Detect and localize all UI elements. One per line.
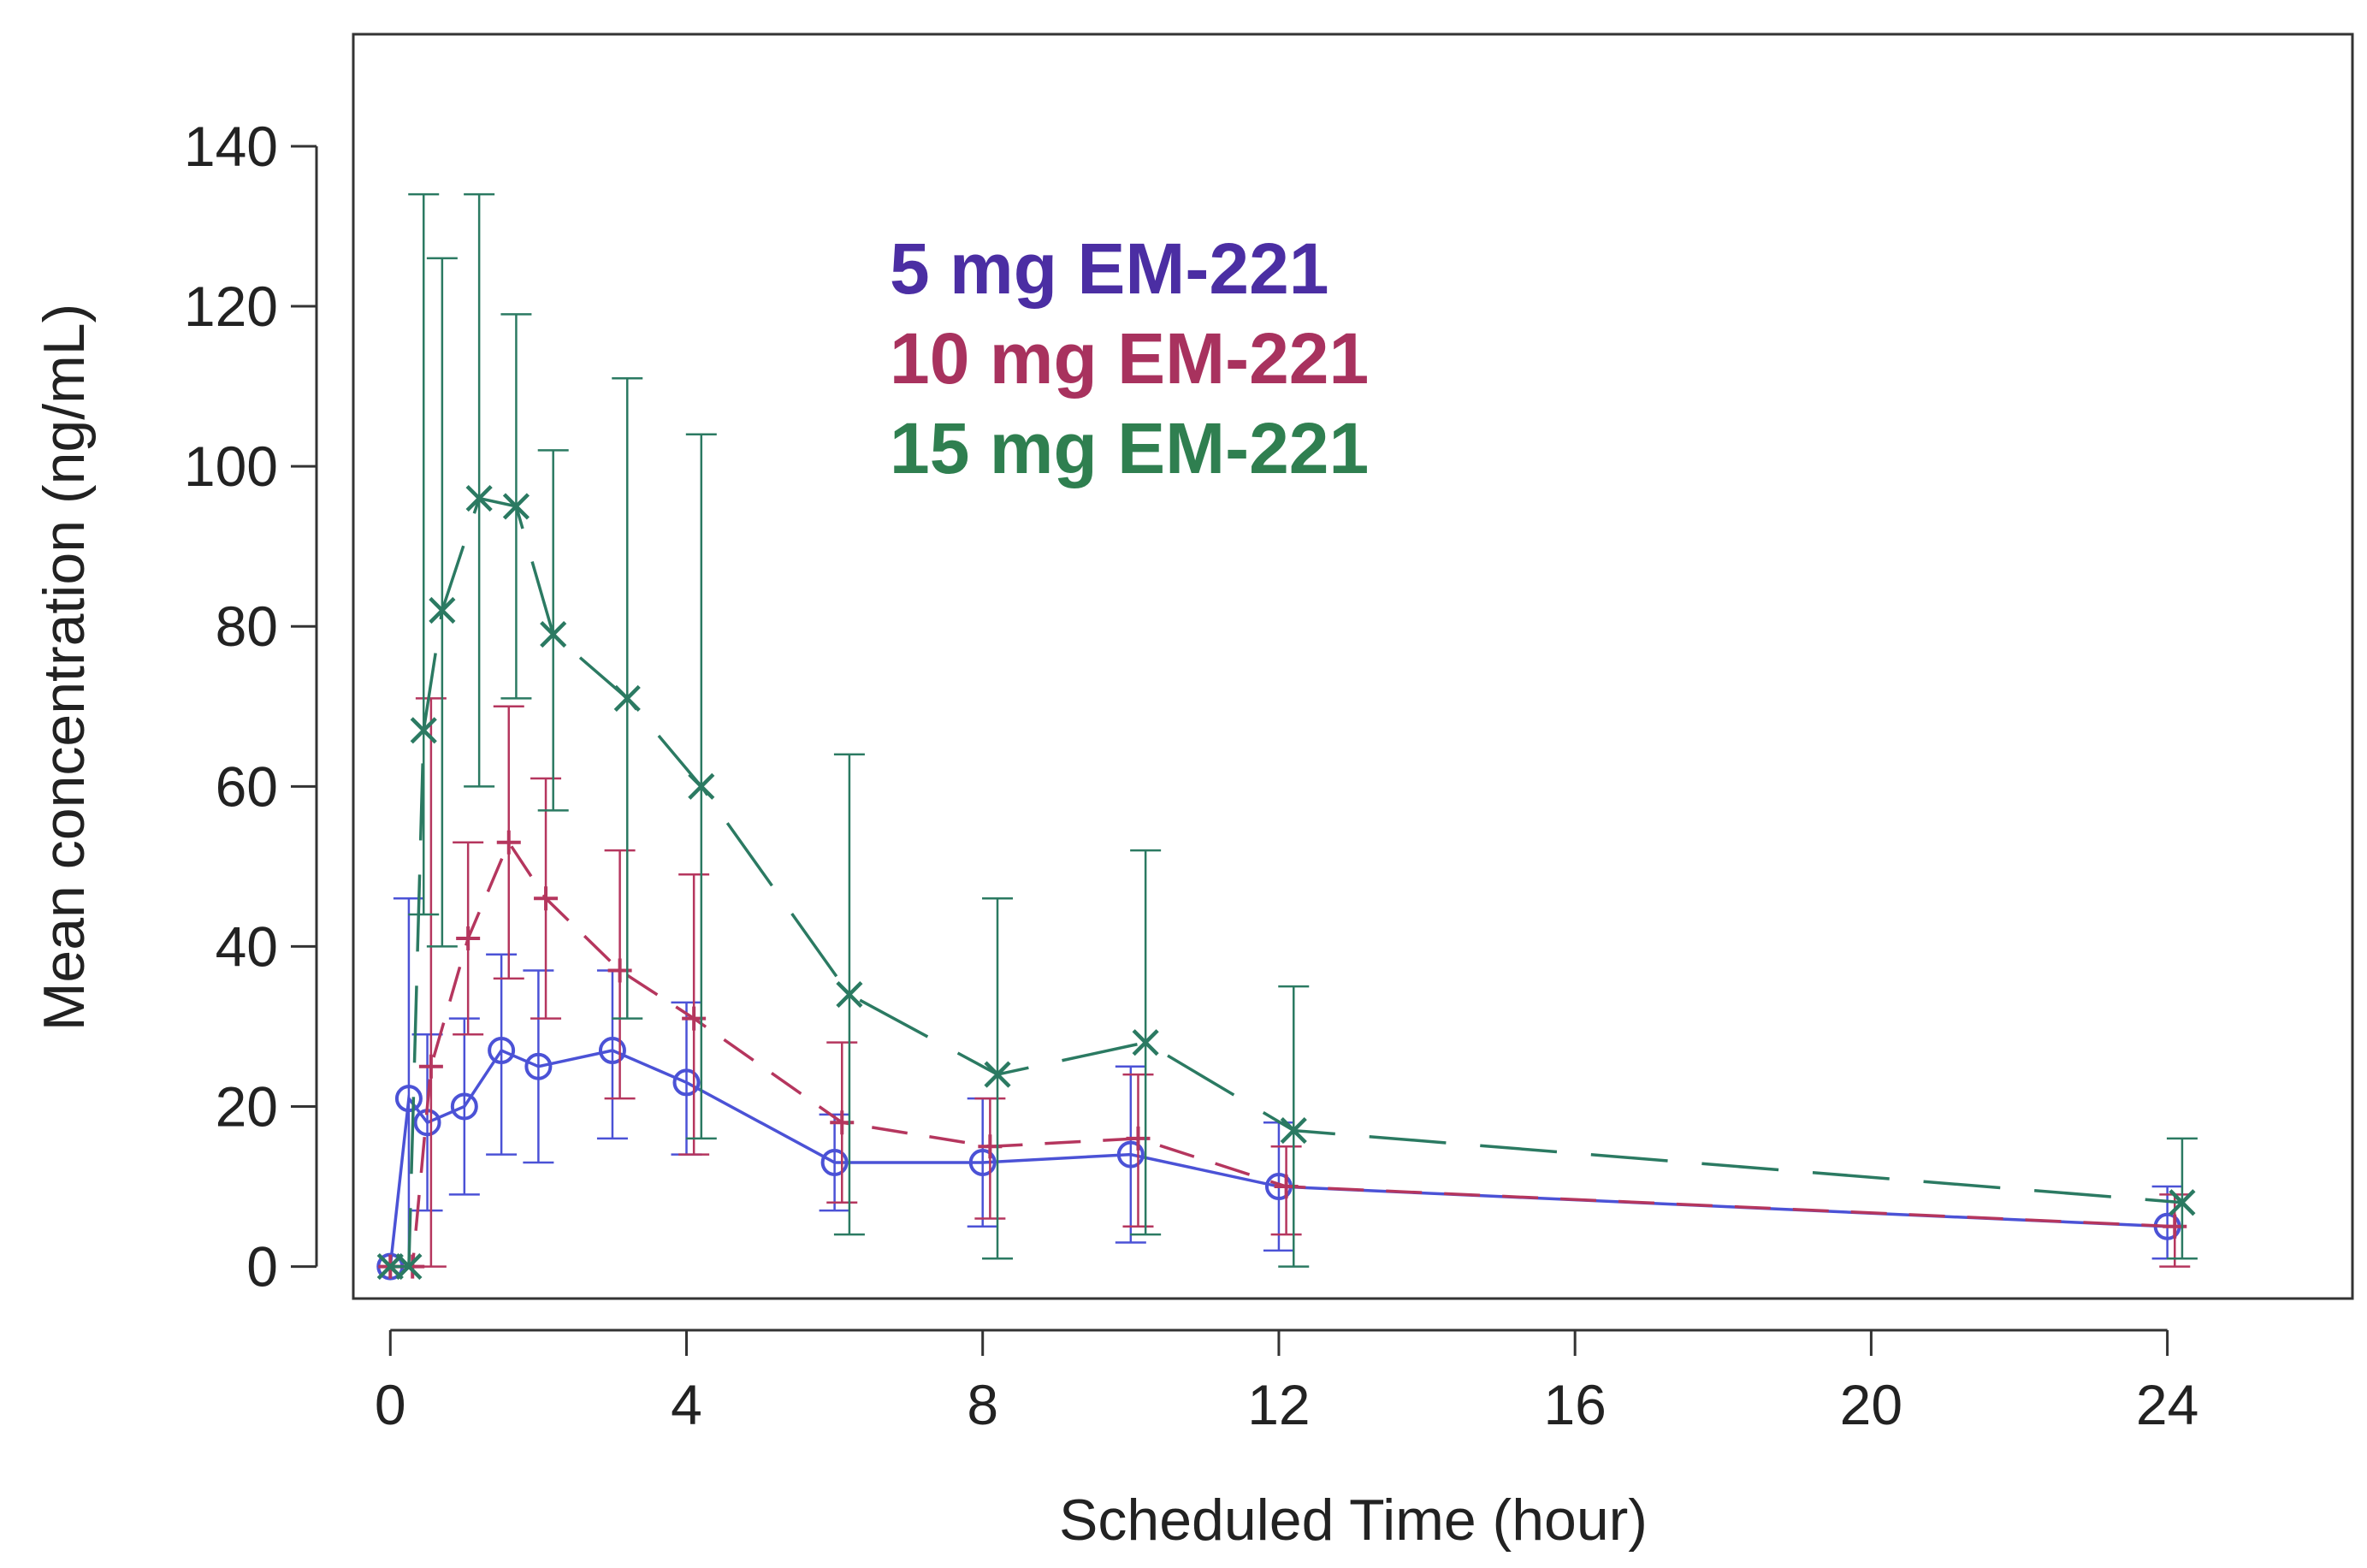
y-tick-label-140: 140: [184, 115, 278, 178]
series-2: [378, 697, 2191, 1279]
data-point-s3-7: [613, 684, 641, 713]
y-tick-label-100: 100: [184, 435, 278, 498]
x-tick-label-20: 20: [1840, 1373, 1902, 1436]
y-tick-label-40: 40: [216, 914, 278, 978]
legend-entry-10mg: 10 mg EM-221: [890, 318, 1369, 399]
x-axis: 0 4 8 12 16 20 24: [375, 1328, 2198, 1436]
y-axis: 0 20 40 60 80 100 120 140: [184, 115, 318, 1299]
data-point-s1-8: [820, 1148, 849, 1176]
x-tick-label-12: 12: [1247, 1373, 1310, 1436]
series-3: [376, 192, 2198, 1281]
data-point-s3-12: [1280, 1116, 1307, 1145]
data-point-s2-2: [418, 1054, 443, 1079]
y-tick-label-60: 60: [216, 754, 278, 818]
data-point-s1-9: [968, 1148, 997, 1176]
y-tick-label-0: 0: [246, 1235, 278, 1299]
series-2-line: [390, 839, 2175, 1269]
legend-entry-15mg: 15 mg EM-221: [890, 408, 1369, 488]
data-point-s1-1: [394, 1085, 423, 1113]
plot-frame: [352, 33, 2354, 1300]
y-tick-label-80: 80: [216, 595, 278, 658]
data-point-s1-4: [488, 1037, 516, 1065]
legend-entry-5mg: 5 mg EM-221: [890, 228, 1329, 309]
x-tick-label-16: 16: [1543, 1373, 1606, 1436]
x-axis-label: Scheduled Time (hour): [1059, 1488, 1648, 1553]
x-tick-label-8: 8: [967, 1373, 998, 1436]
data-point-s1-10: [1116, 1140, 1145, 1169]
y-tick-label-20: 20: [216, 1074, 278, 1138]
series-2-markers: [378, 830, 2187, 1279]
series-3-line: [390, 496, 2183, 1269]
data-point-s3-5: [502, 493, 530, 520]
data-point-s3-10: [984, 1061, 1011, 1088]
data-point-s1-5: [524, 1052, 553, 1080]
x-tick-label-4: 4: [671, 1373, 702, 1436]
data-point-s1-3: [450, 1092, 478, 1121]
x-tick-label-24: 24: [2136, 1373, 2198, 1436]
y-tick-label-120: 120: [184, 275, 278, 338]
data-point-s3-11: [1132, 1029, 1159, 1056]
data-point-s2-4: [496, 830, 521, 855]
data-point-s3-6: [540, 620, 567, 648]
series-layer: [376, 192, 2198, 1281]
data-point-s3-8: [688, 772, 715, 800]
data-point-s3-9: [836, 980, 863, 1009]
data-point-s3-3: [429, 596, 456, 624]
data-point-s2-3: [456, 926, 481, 951]
data-point-s3-13: [2169, 1189, 2196, 1216]
data-point-s1-6: [598, 1037, 626, 1065]
data-point-s3-4: [465, 484, 493, 512]
data-point-s1-7: [672, 1068, 701, 1097]
series-3-markers: [376, 484, 2196, 1281]
series-1-errorbars: [393, 897, 2183, 1268]
data-point-s2-5: [534, 886, 559, 911]
data-point-s3-2: [410, 717, 437, 744]
series-1: [376, 897, 2183, 1281]
y-axis-label: Mean concentration (ng/mL): [32, 304, 97, 1031]
x-tick-label-0: 0: [375, 1373, 406, 1436]
data-point-s3-1: [395, 1252, 423, 1281]
series-1-line: [388, 1048, 2168, 1267]
